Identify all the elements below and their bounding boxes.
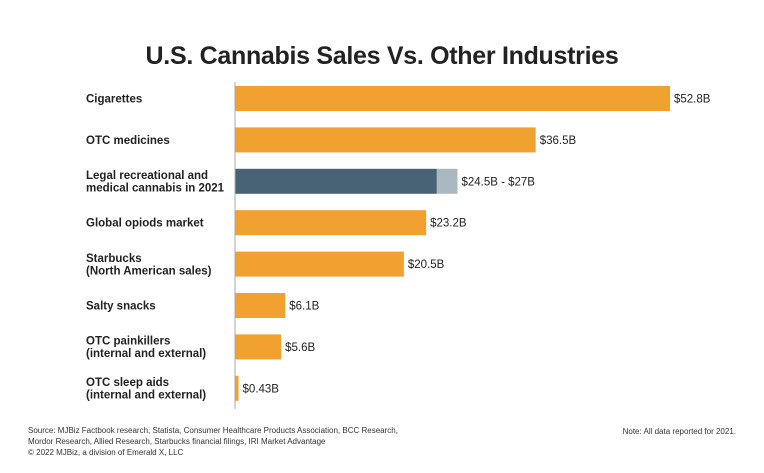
bar-4 bbox=[235, 251, 404, 277]
source-note: Source: MJBiz Factbook research, Statist… bbox=[28, 425, 448, 447]
value-label-2: $24.5B - $27B bbox=[461, 176, 535, 188]
category-label-7: OTC sleep aids (internal and external) bbox=[86, 377, 206, 402]
data-note: Note: All data reported for 2021. bbox=[622, 427, 736, 436]
value-label-3: $23.2B bbox=[430, 218, 467, 230]
bar-7 bbox=[235, 375, 239, 401]
bar-0 bbox=[235, 86, 670, 111]
value-label-7: $0.43B bbox=[243, 383, 280, 395]
copyright: © 2022 MJBiz, a division of Emerald X, L… bbox=[28, 448, 184, 457]
value-label-6: $5.6B bbox=[285, 342, 315, 354]
category-label-6: OTC painkillers (internal and external) bbox=[86, 336, 206, 361]
bar-range-2 bbox=[436, 168, 458, 194]
category-label-5: Salty snacks bbox=[86, 301, 156, 313]
value-label-5: $6.1B bbox=[289, 301, 319, 313]
category-label-4: Starbucks (North American sales) bbox=[86, 253, 212, 278]
value-label-4: $20.5B bbox=[408, 259, 445, 271]
bar-3 bbox=[235, 210, 427, 236]
source-line-1: Source: MJBiz Factbook research, Statist… bbox=[28, 426, 398, 435]
source-line-2: Mordor Research, Allied Research, Starbu… bbox=[28, 437, 326, 446]
category-label-0: Cigarettes bbox=[86, 94, 142, 106]
bar-1 bbox=[235, 127, 536, 153]
category-label-3: Global opiods market bbox=[86, 218, 204, 230]
bar-6 bbox=[235, 334, 282, 360]
value-label-0: $52.8B bbox=[674, 94, 711, 106]
category-label-2: Legal recreational and medical cannabis i… bbox=[86, 170, 225, 195]
value-label-1: $36.5B bbox=[540, 135, 577, 147]
bar-chart: $52.8B Cigarettes $36.5B OTC medicines $24.5… bbox=[86, 82, 711, 409]
bar-5 bbox=[235, 293, 286, 318]
bar-2 bbox=[235, 168, 437, 194]
chart-title: U.S. Cannabis Sales Vs. Other Industries bbox=[145, 42, 619, 70]
category-label-1: OTC medicines bbox=[86, 135, 170, 147]
